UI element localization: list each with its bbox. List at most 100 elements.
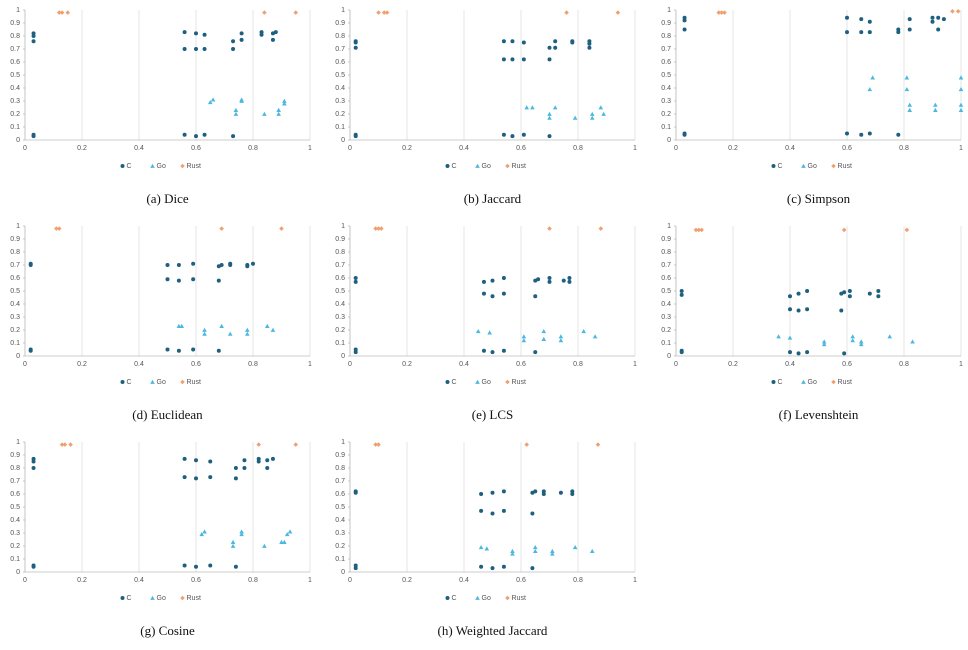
- marker: [176, 348, 181, 353]
- marker: [373, 442, 378, 447]
- y-tick-label: 0.1: [10, 556, 20, 563]
- y-tick-label: 0: [16, 137, 20, 144]
- legend-label: Rust: [838, 379, 852, 386]
- marker: [867, 30, 872, 35]
- marker: [202, 331, 207, 336]
- marker: [533, 489, 538, 494]
- y-tick-label: 0.9: [335, 452, 345, 459]
- marker: [722, 10, 727, 15]
- y-tick-label: 0: [667, 353, 671, 360]
- y-tick-label: 0: [16, 569, 20, 576]
- marker: [842, 290, 847, 295]
- y-tick-label: 0.7: [10, 262, 20, 269]
- x-tick-label: 0.4: [134, 361, 144, 368]
- y-tick-label: 0.6: [10, 59, 20, 66]
- marker: [31, 134, 36, 139]
- marker: [536, 277, 541, 282]
- x-tick-label: 1: [633, 145, 637, 152]
- marker: [845, 30, 849, 35]
- legend-label: Go: [808, 379, 817, 386]
- y-tick-label: 0.6: [10, 491, 20, 498]
- x-tick-label: 0.6: [191, 145, 201, 152]
- y-tick-label: 0.6: [335, 491, 345, 498]
- marker: [182, 456, 187, 461]
- marker: [353, 350, 358, 355]
- x-tick-label: 0.4: [459, 145, 469, 152]
- legend-label: Go: [482, 595, 491, 602]
- x-tick-label: 1: [308, 577, 312, 584]
- marker: [558, 338, 564, 343]
- marker: [478, 545, 484, 550]
- marker: [191, 347, 196, 352]
- marker: [553, 39, 558, 44]
- marker: [904, 87, 910, 92]
- marker: [239, 37, 244, 42]
- x-tick-label: 0.4: [459, 361, 469, 368]
- x-tick-label: 0.2: [728, 361, 738, 368]
- marker: [521, 57, 526, 62]
- marker: [787, 335, 793, 340]
- marker: [279, 226, 284, 231]
- marker: [475, 595, 480, 600]
- marker: [907, 27, 912, 32]
- marker: [887, 334, 893, 339]
- marker: [475, 329, 481, 334]
- marker: [533, 350, 538, 355]
- marker: [445, 164, 450, 168]
- marker: [521, 40, 526, 45]
- marker: [230, 539, 236, 544]
- marker: [896, 30, 901, 35]
- y-tick-label: 0: [341, 569, 345, 576]
- y-tick-label: 0.3: [335, 314, 345, 321]
- marker: [521, 132, 526, 137]
- y-tick-label: 0.7: [335, 478, 345, 485]
- marker: [481, 291, 486, 296]
- y-tick-label: 0.4: [335, 85, 345, 92]
- marker: [150, 379, 155, 384]
- marker: [202, 47, 207, 51]
- y-tick-label: 0.8: [661, 249, 671, 256]
- marker: [245, 327, 250, 332]
- y-tick-label: 0: [341, 353, 345, 360]
- marker: [501, 291, 506, 296]
- y-tick-label: 0.4: [335, 517, 345, 524]
- y-tick-label: 0.7: [335, 46, 345, 53]
- marker: [490, 350, 495, 355]
- chart-panel: 0 0.2 0.4 0.6 0.8 1 0 0.1 0.2 0.3 0.4 0.5 0.6 0.7 0.8 0…: [661, 223, 963, 422]
- marker: [801, 163, 806, 168]
- marker: [353, 276, 358, 280]
- y-tick-label: 1: [341, 7, 345, 14]
- marker: [589, 111, 595, 116]
- marker: [933, 102, 938, 107]
- marker: [484, 546, 490, 551]
- marker: [490, 566, 495, 571]
- chart-panel: 0 0.2 0.4 0.6 0.8 1 0 0.1 0.2 0.3 0.4 0.5 0.6 0.7 0.8 0…: [661, 7, 964, 206]
- y-tick-label: 0.2: [335, 327, 345, 334]
- marker: [958, 87, 964, 92]
- marker: [532, 548, 538, 554]
- y-tick-label: 1: [341, 439, 345, 446]
- marker: [475, 163, 480, 168]
- y-tick-label: 0.1: [10, 124, 20, 131]
- marker: [490, 490, 495, 495]
- marker: [958, 102, 964, 107]
- x-tick-label: 0.2: [402, 577, 412, 584]
- marker: [233, 111, 239, 116]
- marker: [227, 331, 233, 336]
- marker: [524, 105, 529, 110]
- marker: [231, 39, 236, 44]
- marker: [353, 45, 358, 50]
- marker: [505, 163, 510, 169]
- marker: [150, 163, 155, 168]
- marker: [771, 164, 776, 168]
- y-tick-label: 0.9: [661, 20, 671, 27]
- y-tick-label: 0.7: [661, 262, 671, 269]
- marker: [216, 348, 221, 353]
- marker: [120, 596, 125, 600]
- marker: [716, 10, 722, 15]
- marker: [595, 442, 601, 447]
- y-tick-label: 0.5: [335, 72, 345, 79]
- marker: [490, 278, 495, 283]
- marker: [572, 545, 578, 550]
- marker: [682, 132, 687, 137]
